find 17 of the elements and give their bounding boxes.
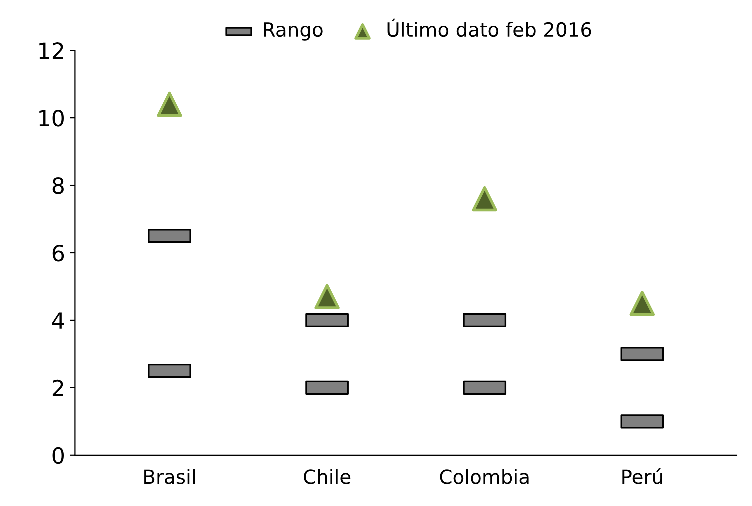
- x-tick-label: Chile: [304, 469, 351, 484]
- y-tick-label: 10: [40, 110, 64, 127]
- y-tick-label: 12: [40, 42, 64, 60]
- x-tick-label: Perú: [622, 468, 662, 484]
- point: [472, 186, 498, 212]
- legend-label: Último dato feb 2016: [388, 18, 592, 38]
- point: [157, 92, 182, 118]
- x-tick-label: Colombia: [440, 469, 529, 484]
- y-tick-label: 6: [52, 244, 64, 262]
- point: [630, 291, 656, 316]
- y-tick-label: 2: [52, 380, 64, 396]
- x-tick-label: Brasil: [144, 469, 196, 484]
- y-tick-label: 8: [52, 177, 64, 194]
- legend-label: Rango: [264, 22, 323, 41]
- y-tick-label: 0: [52, 447, 64, 464]
- point: [314, 284, 340, 310]
- y-tick-label: 4: [52, 312, 64, 329]
